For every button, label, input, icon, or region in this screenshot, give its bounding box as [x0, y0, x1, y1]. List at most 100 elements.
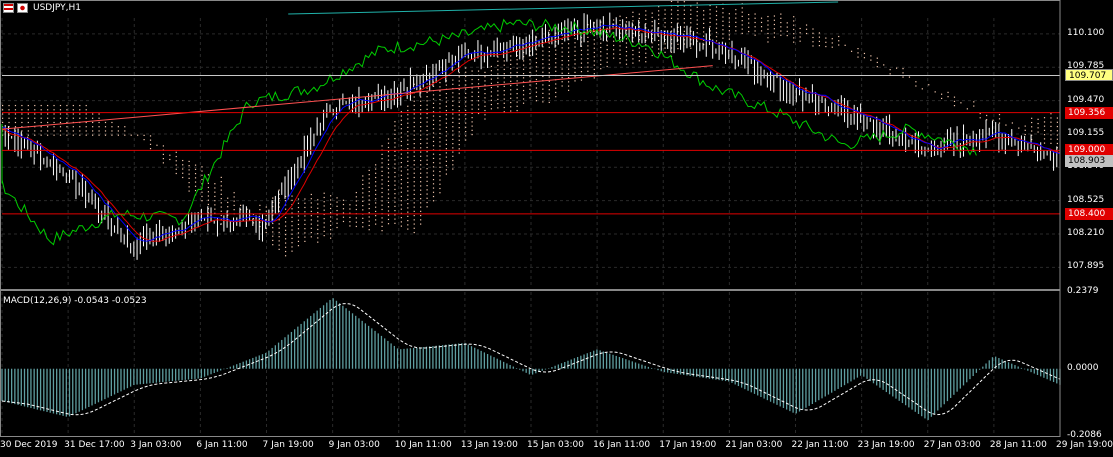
cloud-dot	[542, 41, 544, 44]
cloud-dot	[104, 134, 107, 136]
cloud-dot	[79, 109, 81, 111]
cloud-dot	[1037, 131, 1039, 133]
cloud-dot	[40, 130, 42, 132]
cloud-dot	[407, 118, 409, 120]
cloud-dot	[259, 204, 261, 206]
cloud-dot	[1056, 121, 1058, 123]
cloud-dot	[651, 25, 653, 27]
cloud-dot	[85, 109, 87, 111]
cloud-dot	[613, 53, 615, 55]
cloud-dot	[587, 45, 589, 47]
cloud-dot	[542, 58, 544, 61]
cloud-dot	[593, 34, 595, 37]
cloud-dot	[754, 13, 756, 15]
cloud-dot	[741, 7, 743, 9]
cloud-dot	[555, 36, 557, 39]
cloud-dot	[182, 159, 184, 162]
cloud-dot	[516, 101, 518, 103]
cloud-dot	[625, 25, 628, 27]
cloud-dot	[567, 60, 570, 62]
cloud-dot	[497, 103, 499, 105]
cloud-dot	[220, 197, 222, 200]
cloud-dot	[53, 126, 55, 128]
cloud-dot	[426, 197, 428, 199]
cloud-dot	[291, 199, 293, 201]
cloud-dot	[272, 205, 274, 208]
cloud-dot	[420, 138, 422, 140]
symbol-label: USDJPY,H1	[33, 2, 81, 13]
cloud-dot	[516, 71, 518, 74]
cloud-dot	[400, 115, 402, 117]
cloud-dot	[317, 203, 319, 205]
cloud-dot	[323, 234, 325, 237]
cloud-dot	[426, 155, 428, 157]
cloud-dot	[432, 132, 435, 134]
cloud-dot	[124, 126, 126, 128]
cloud-dot	[355, 204, 357, 206]
cloud-dot	[632, 11, 634, 13]
cloud-dot	[471, 78, 473, 81]
cloud-dot	[574, 37, 576, 40]
cloud-dot	[503, 85, 505, 87]
cloud-dot	[297, 198, 300, 200]
cloud-dot	[413, 126, 415, 128]
cloud-dot	[818, 36, 821, 38]
cloud-dot	[587, 62, 589, 64]
chart-frame	[0, 0, 1061, 437]
cloud-dot	[426, 193, 428, 195]
cloud-dot	[214, 212, 216, 214]
cloud-dot	[670, 13, 673, 15]
cloud-dot	[471, 91, 473, 93]
cloud-dot	[188, 160, 190, 163]
cloud-dot	[420, 155, 422, 157]
cloud-dot	[567, 38, 570, 41]
cloud-dot	[194, 173, 197, 175]
cloud-dot	[407, 105, 409, 107]
cloud-dot	[420, 159, 422, 162]
cloud-dot	[85, 113, 87, 115]
cloud-dot	[593, 43, 595, 45]
cloud-dot	[715, 19, 718, 21]
cloud-dot	[465, 92, 467, 95]
cloud-dot	[252, 218, 255, 220]
cloud-dot	[497, 56, 499, 58]
cloud-dot	[207, 199, 210, 201]
cloud-dot	[445, 122, 447, 124]
cloud-dot	[497, 94, 499, 96]
cloud-dot	[85, 134, 87, 136]
macd-signal-line	[1, 303, 1061, 416]
cloud-dot	[439, 115, 441, 118]
cloud-dot	[420, 87, 422, 90]
cloud-dot	[664, 22, 666, 24]
cloud-dot	[394, 180, 396, 182]
cloud-dot	[420, 198, 422, 200]
cloud-dot	[175, 160, 177, 162]
cloud-dot	[445, 92, 447, 95]
cloud-dot	[278, 240, 280, 242]
cloud-dot	[426, 138, 428, 140]
cloud-dot	[432, 85, 435, 88]
cloud-dot	[722, 16, 724, 18]
cloud-dot	[497, 77, 499, 79]
cloud-dot	[696, 40, 698, 42]
cloud-dot	[593, 26, 595, 28]
cloud-dot	[632, 58, 634, 60]
cloud-dot	[426, 163, 428, 166]
cloud-dot	[400, 217, 402, 219]
cloud-dot	[439, 103, 441, 105]
cloud-dot	[420, 134, 422, 136]
cloud-dot	[780, 30, 782, 32]
cloud-dot	[703, 35, 705, 37]
cloud-dot	[902, 76, 904, 78]
cloud-dot	[709, 9, 711, 11]
price-axis-label: 108.525	[1067, 194, 1105, 205]
cloud-dot	[658, 18, 660, 20]
cloud-dot	[838, 40, 840, 42]
cloud-dot	[85, 130, 87, 132]
cloud-dot	[683, 30, 685, 32]
cloud-dot	[407, 173, 409, 175]
horizontal-levels[interactable]	[2, 74, 1060, 215]
price-axis-label: 109.155	[1067, 127, 1105, 138]
cloud-dot	[658, 6, 660, 8]
cloud-dot	[452, 79, 454, 81]
